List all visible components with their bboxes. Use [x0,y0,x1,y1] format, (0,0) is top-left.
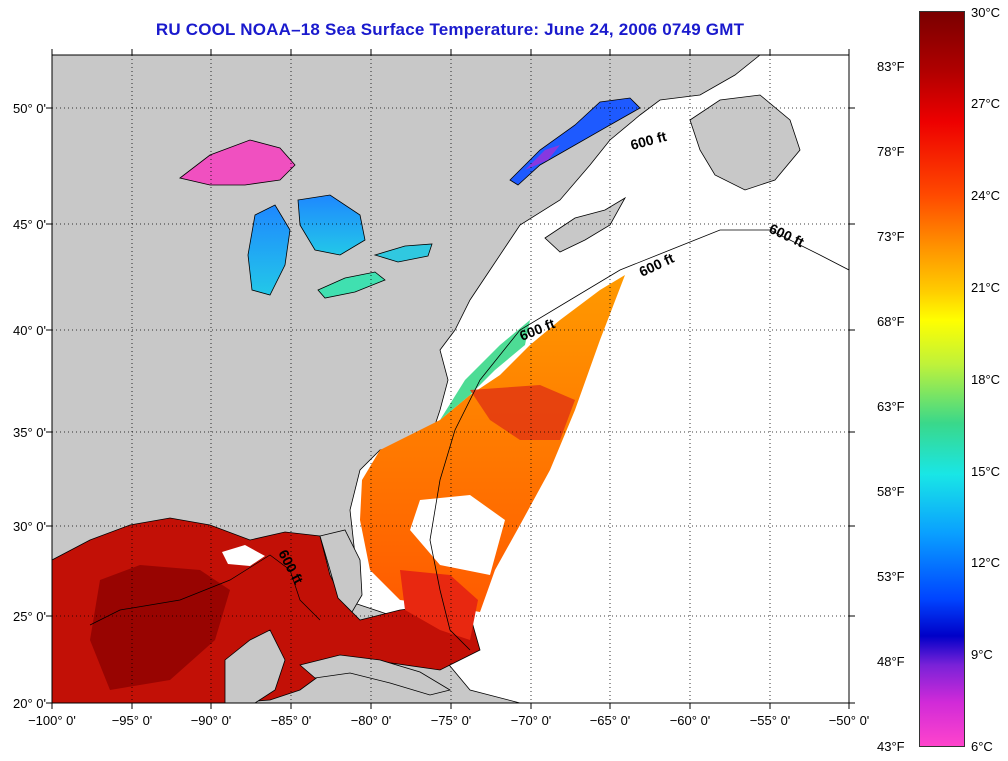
longitude-labels: −100° 0' −95° 0' −90° 0' −85° 0' −80° 0' −75°… [28,713,869,728]
graticule [46,49,855,709]
colorbar-f-label: 78°F [877,144,905,159]
colorbar-c-label: 6°C [971,739,993,754]
cloud-gap [410,495,505,575]
latitude-label: 35° 0' [13,425,46,440]
cuba [299,654,452,696]
shelf-warm-red [470,385,575,440]
colorbar-f-label: 68°F [877,314,905,329]
colorbar-c-label: 24°C [971,188,1001,203]
longitude-label: −50° 0' [829,713,870,728]
longitude-label: −70° 0' [511,713,552,728]
colorbar-c-label: 15°C [971,464,1001,479]
colorbar-f-label: 83°F [877,59,905,74]
colorbar [919,11,965,747]
latitude-labels: 50° 0' 45° 0' 40° 0' 35° 0' 30° 0' 25° 0' 20° … [13,101,46,711]
lake-erie [317,271,386,299]
latitude-label: 25° 0' [13,609,46,624]
longitude-label: −80° 0' [351,713,392,728]
colorbar-f-label: 58°F [877,484,905,499]
lake-michigan [247,204,291,296]
longitude-label: −85° 0' [271,713,312,728]
map-layers [52,55,849,703]
colorbar-c-label: 12°C [971,555,1001,570]
longitude-label: −95° 0' [112,713,153,728]
lake-superior [179,139,296,186]
gulf-dark-patch [90,565,230,690]
isobath-gulf [89,554,321,626]
map-title: RU COOL NOAA–18 Sea Surface Temperature:… [155,20,745,39]
maritimes-land [544,196,627,253]
colorbar-f-label: 48°F [877,654,905,669]
lake-huron [297,194,366,256]
colorbar-c-label: 9°C [971,647,993,662]
colorbar-f-label: 63°F [877,399,905,414]
longitude-label: −65° 0' [590,713,631,728]
colorbar-c-label: 18°C [971,372,1001,387]
latitude-label: 20° 0' [13,696,46,711]
st-lawrence-purple [525,145,560,170]
longitude-label: −100° 0' [28,713,76,728]
florida-peninsula [319,529,363,613]
newfoundland-land [689,94,801,191]
latitude-label: 40° 0' [13,323,46,338]
colorbar-f-label: 73°F [877,229,905,244]
lake-ontario [373,243,433,263]
colorbar-f-label: 43°F [877,739,905,754]
yucatan-land [224,629,286,703]
bahamas-warm [400,570,478,640]
longitude-label: −55° 0' [750,713,791,728]
longitude-label: −90° 0' [191,713,232,728]
latitude-label: 50° 0' [13,101,46,116]
colorbar-c-label: 27°C [971,96,1001,111]
colorbar-c-label: 30°C [971,5,1001,20]
gulf-cloud [222,545,265,566]
longitude-label: −75° 0' [431,713,472,728]
longitude-label: −60° 0' [670,713,711,728]
latitude-label: 45° 0' [13,217,46,232]
colorbar-f-label: 53°F [877,569,905,584]
colorbar-c-label: 21°C [971,280,1001,295]
latitude-label: 30° 0' [13,519,46,534]
